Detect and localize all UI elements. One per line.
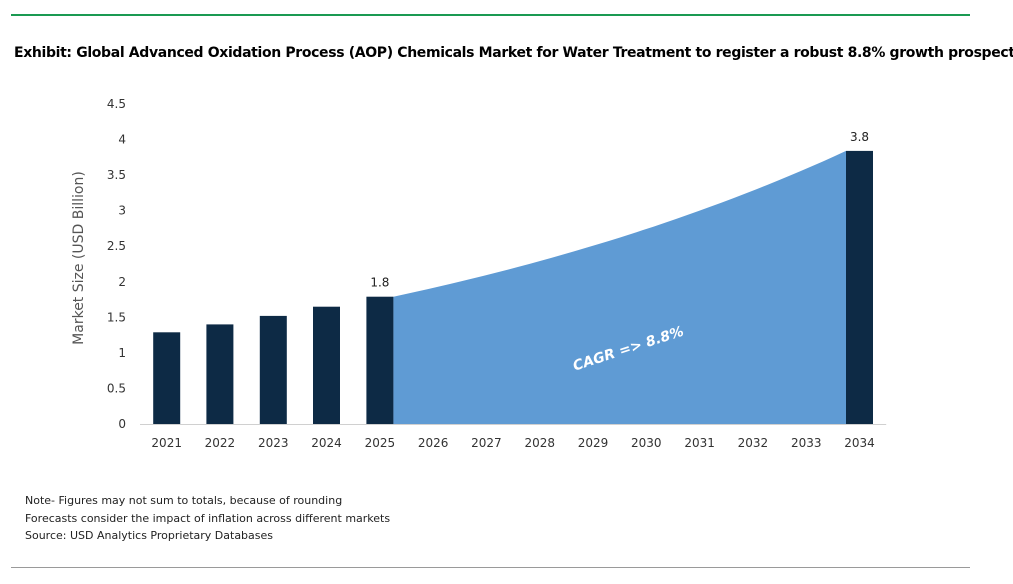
y-tick-label: 1.5 xyxy=(107,310,126,324)
y-tick-label: 4 xyxy=(118,133,126,147)
bar-2025 xyxy=(366,296,394,424)
y-tick-label: 0 xyxy=(118,417,126,431)
x-tick-label: 2023 xyxy=(258,436,289,450)
x-tick-label: 2030 xyxy=(631,436,662,450)
note-rounding: Note- Figures may not sum to totals, bec… xyxy=(25,494,343,507)
y-tick-label: 3 xyxy=(118,204,126,218)
y-tick-label: 4.5 xyxy=(107,97,126,111)
bars xyxy=(153,150,873,424)
bar-data-labels: 1.8 3.8 xyxy=(370,130,869,290)
x-tick-label: 2027 xyxy=(471,436,502,450)
chart-title: Exhibit: Global Advanced Oxidation Proce… xyxy=(14,45,1013,61)
y-axis-label: Market Size (USD Billion) xyxy=(71,171,87,345)
x-tick-label: 2026 xyxy=(418,436,449,450)
bottom-divider xyxy=(11,567,970,568)
x-tick-label: 2032 xyxy=(738,436,769,450)
x-tick-label: 2024 xyxy=(311,436,342,450)
note-inflation: Forecasts consider the impact of inflati… xyxy=(25,511,391,525)
y-tick-label: 3.5 xyxy=(107,168,126,182)
bar-2021 xyxy=(153,332,181,424)
x-axis-ticks: 2021 2022 2023 2024 2025 2026 2027 2028 2029 2030… xyxy=(151,436,874,450)
y-tick-label: 1 xyxy=(118,346,126,360)
note-source: Source: USD Analytics Proprietary Databa… xyxy=(25,529,274,542)
bar-2022 xyxy=(206,324,234,424)
data-label-2025: 1.8 xyxy=(370,276,389,290)
x-tick-label: 2031 xyxy=(684,436,715,450)
cagr-area xyxy=(393,150,847,424)
y-axis-ticks: 0 0.5 1 1.5 2 2.5 3 3.5 4 4.5 xyxy=(107,97,126,431)
y-tick-label: 2.5 xyxy=(107,239,126,253)
x-tick-label: 2028 xyxy=(525,436,556,450)
top-divider xyxy=(11,14,970,16)
data-label-2034: 3.8 xyxy=(850,130,869,144)
bar-2023 xyxy=(259,315,287,424)
x-tick-label: 2021 xyxy=(151,436,182,450)
footnotes: Note- Figures may not sum to totals, bec… xyxy=(25,492,390,545)
y-tick-label: 0.5 xyxy=(107,381,126,395)
y-tick-label: 2 xyxy=(118,275,126,289)
x-tick-label: 2022 xyxy=(205,436,236,450)
bar-2024 xyxy=(313,306,340,424)
x-tick-label: 2029 xyxy=(578,436,609,450)
x-tick-label: 2034 xyxy=(844,436,875,450)
bar-2034 xyxy=(846,150,873,424)
x-tick-label: 2025 xyxy=(365,436,396,450)
x-tick-label: 2033 xyxy=(791,436,822,450)
